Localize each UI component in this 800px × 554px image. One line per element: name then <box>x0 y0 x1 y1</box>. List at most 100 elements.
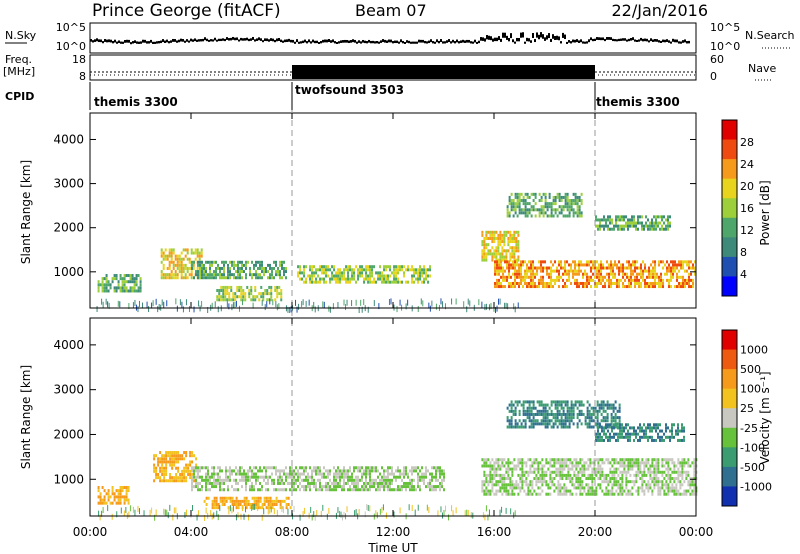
velocity-cell <box>663 470 666 474</box>
power-cell <box>530 278 532 282</box>
velocity-speck <box>252 503 254 510</box>
power-speck <box>235 300 237 307</box>
power-cell <box>489 236 492 240</box>
velocity-cell <box>373 469 375 473</box>
velocity-cell <box>271 478 273 482</box>
power-cell <box>508 199 511 203</box>
power-cell <box>355 280 358 284</box>
velocity-cell <box>677 432 679 436</box>
velocity-cell <box>511 486 514 490</box>
power-cell <box>550 205 553 209</box>
power-speck <box>201 300 203 307</box>
power-cell <box>524 214 527 218</box>
velocity-cell <box>163 479 166 483</box>
velocity-cell <box>558 409 561 413</box>
power-cell <box>513 258 516 262</box>
power-speck <box>451 298 453 305</box>
velocity-cell <box>231 472 233 476</box>
power-cell <box>244 295 247 299</box>
velocity-cell <box>515 464 518 468</box>
power-cell <box>638 281 640 285</box>
velocity-cell <box>405 469 407 473</box>
velocity-cell <box>619 461 622 465</box>
velocity-cell <box>255 478 257 482</box>
velocity-cell <box>529 489 532 493</box>
power-cell <box>586 281 588 285</box>
noise-sample <box>660 40 662 43</box>
beam-label: Beam 07 <box>355 1 427 20</box>
velocity-cell <box>269 506 272 510</box>
power-cell <box>631 215 633 219</box>
power-cell <box>528 285 530 289</box>
velocity-cell <box>655 458 658 462</box>
velocity-cell <box>649 483 652 487</box>
velocity-cell <box>357 485 359 489</box>
velocity-cell <box>601 429 603 433</box>
power-cell <box>656 275 658 279</box>
velocity-cell <box>571 483 574 487</box>
velocity-cell <box>355 481 357 485</box>
velocity-cell <box>429 488 431 492</box>
velocity-cell <box>259 475 261 479</box>
power-cell <box>562 208 565 212</box>
power-cell <box>321 271 324 275</box>
velocity-cell <box>520 422 523 426</box>
power-speck <box>226 301 228 308</box>
velocity-cell <box>641 429 643 433</box>
velocity-cell <box>433 466 435 470</box>
velocity-cell <box>562 406 565 410</box>
velocity-cell <box>485 461 488 465</box>
power-cell <box>645 221 647 225</box>
velocity-cell <box>577 486 580 490</box>
velocity-speck <box>257 505 259 512</box>
velocity-cell <box>443 488 445 492</box>
velocity-cell <box>610 406 613 410</box>
velocity-cell <box>241 499 244 503</box>
power-cell <box>241 270 243 274</box>
velocity-cell <box>103 495 106 499</box>
velocity-cell <box>605 432 607 436</box>
velocity-cell <box>655 480 658 484</box>
velocity-cell <box>586 425 589 429</box>
velocity-cell <box>548 422 551 426</box>
velocity-cell <box>693 489 696 493</box>
power-cell <box>603 227 605 231</box>
power-cell <box>209 276 211 280</box>
velocity-cell <box>249 503 252 507</box>
velocity-cell <box>673 489 676 493</box>
velocity-cell <box>325 485 327 489</box>
velocity-cell <box>371 466 373 470</box>
noise-sample <box>626 39 628 42</box>
velocity-cell <box>431 466 433 470</box>
velocity-cell <box>369 478 371 482</box>
power-cell <box>491 252 494 256</box>
velocity-cell <box>687 489 690 493</box>
velocity-cell <box>665 423 667 427</box>
power-cell <box>260 295 263 299</box>
velocity-cell <box>401 488 403 492</box>
velocity-speck <box>316 509 318 516</box>
velocity-cell <box>393 472 395 476</box>
power-cell <box>562 266 564 270</box>
power-cell <box>248 292 251 296</box>
velocity-cell <box>665 458 668 462</box>
velocity-cell <box>619 429 621 433</box>
velocity-cell <box>323 466 325 470</box>
power-cell <box>280 292 283 296</box>
power-cell <box>397 280 400 284</box>
power-cell <box>604 285 606 289</box>
power-cell <box>580 202 583 206</box>
velocity-cell <box>532 425 535 429</box>
velocity-cell <box>215 506 218 510</box>
velocity-cell <box>667 464 670 468</box>
velocity-cell <box>606 425 609 429</box>
power-cell <box>260 285 263 289</box>
velocity-cell <box>605 435 607 439</box>
velocity-cell <box>691 483 694 487</box>
power-cell <box>123 289 126 293</box>
velocity-cell <box>659 438 661 442</box>
velocity-cell <box>215 496 218 500</box>
velocity-cell <box>175 472 178 476</box>
power-cell <box>548 281 550 285</box>
